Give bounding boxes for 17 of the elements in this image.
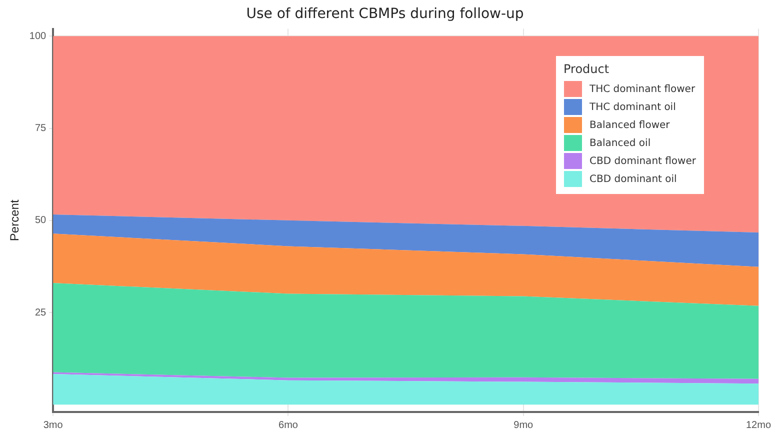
legend-label: Balanced flower bbox=[590, 120, 670, 130]
x-tick-label: 9mo bbox=[514, 420, 534, 431]
legend-label: THC dominant flower bbox=[590, 84, 696, 94]
legend-label: CBD dominant flower bbox=[590, 156, 696, 166]
legend-title: Product bbox=[564, 62, 610, 76]
chart-title: Use of different CBMPs during follow-up bbox=[246, 6, 524, 22]
y-tick-label: 100 bbox=[29, 30, 47, 42]
x-tick-label: 3mo bbox=[43, 420, 64, 431]
x-tick-label: 6mo bbox=[278, 420, 298, 431]
x-tick-label: 12mo bbox=[746, 420, 772, 431]
y-axis-title: Percent bbox=[8, 199, 22, 242]
legend-label: THC dominant oil bbox=[590, 102, 676, 112]
y-tick-label: 75 bbox=[34, 123, 47, 134]
y-tick-label: 25 bbox=[34, 307, 47, 318]
y-tick-label: 50 bbox=[34, 215, 47, 226]
legend-label: CBD dominant oil bbox=[590, 174, 677, 184]
legend-label: Balanced oil bbox=[590, 138, 651, 148]
